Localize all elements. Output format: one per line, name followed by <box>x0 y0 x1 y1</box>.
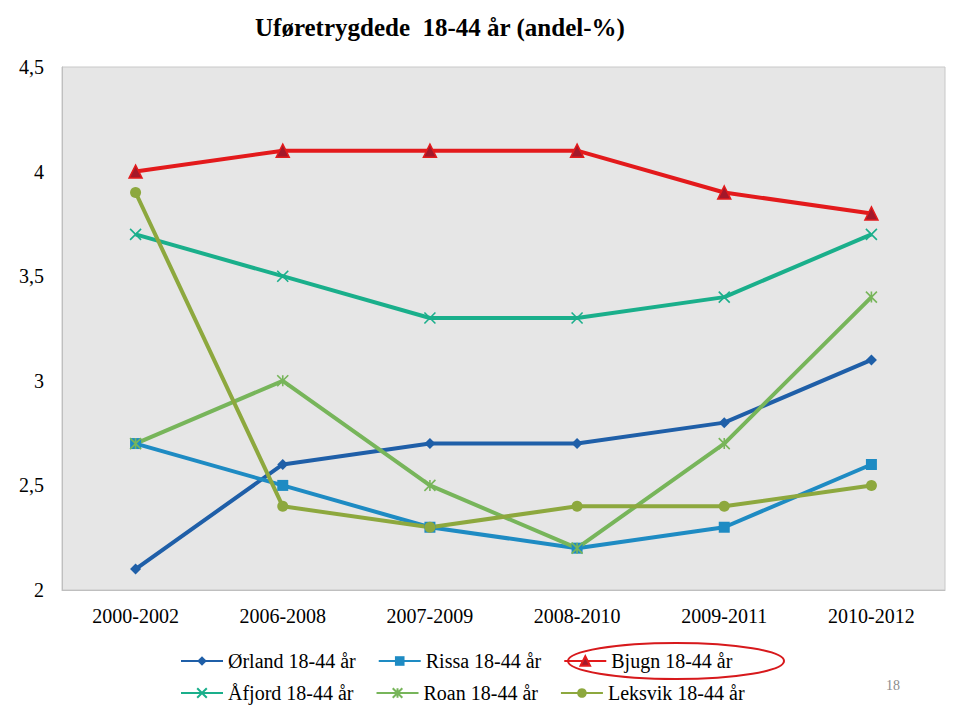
svg-text:3,5: 3,5 <box>19 265 44 287</box>
svg-text:4: 4 <box>34 161 44 183</box>
svg-text:Rissa 18-44 år: Rissa 18-44 år <box>426 650 542 672</box>
svg-text:3: 3 <box>34 370 44 392</box>
svg-text:Roan 18-44 år: Roan 18-44 år <box>424 682 539 704</box>
svg-text:2008-2010: 2008-2010 <box>534 605 621 627</box>
svg-text:2000-2002: 2000-2002 <box>92 605 179 627</box>
svg-text:2006-2008: 2006-2008 <box>239 605 326 627</box>
svg-text:2,5: 2,5 <box>19 474 44 496</box>
svg-text:2007-2009: 2007-2009 <box>387 605 474 627</box>
svg-text:Uføretrygdede 18-44 år (andel: Uføretrygdede 18-44 år (andel-%) <box>255 14 625 42</box>
svg-text:18: 18 <box>886 678 900 693</box>
svg-text:Leksvik 18-44 år: Leksvik 18-44 år <box>608 682 745 704</box>
svg-text:Ørland 18-44 år: Ørland 18-44 år <box>228 650 356 672</box>
svg-text:2009-2011: 2009-2011 <box>681 605 767 627</box>
svg-text:2010-2012: 2010-2012 <box>828 605 915 627</box>
svg-text:Bjugn 18-44 år: Bjugn 18-44 år <box>611 650 732 673</box>
svg-text:Åfjord 18-44 år: Åfjord 18-44 år <box>228 682 354 705</box>
svg-text:2: 2 <box>34 579 44 601</box>
svg-text:4,5: 4,5 <box>19 56 44 78</box>
